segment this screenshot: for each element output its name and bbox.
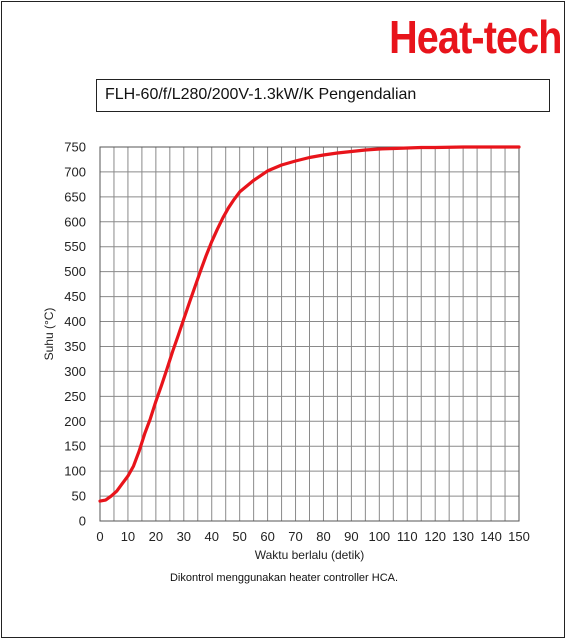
y-tick-label: 400 xyxy=(64,314,86,329)
y-tick-label: 50 xyxy=(72,489,86,504)
x-tick-label: 130 xyxy=(452,529,474,544)
x-tick-label: 150 xyxy=(508,529,530,544)
y-axis-ticks: 0 50 100 150 200 250 300 350 400 450 500 550 600 650 7… xyxy=(64,140,86,529)
x-tick-label: 120 xyxy=(424,529,446,544)
x-tick-label: 100 xyxy=(368,529,390,544)
series-layer xyxy=(98,145,521,503)
x-tick-label: 80 xyxy=(316,529,330,544)
y-tick-label: 650 xyxy=(64,189,86,204)
x-tick-label: 50 xyxy=(232,529,246,544)
y-tick-label: 450 xyxy=(64,289,86,304)
x-tick-label: 20 xyxy=(149,529,163,544)
y-tick-label: 750 xyxy=(64,140,86,155)
brand-logo: Heat-tech xyxy=(389,11,562,63)
x-tick-label: 110 xyxy=(397,529,418,544)
y-tick-label: 100 xyxy=(64,464,86,479)
x-tick-label: 0 xyxy=(96,529,103,544)
x-tick-label: 30 xyxy=(177,529,191,544)
x-tick-label: 60 xyxy=(260,529,274,544)
y-tick-label: 350 xyxy=(64,339,86,354)
y-tick-label: 200 xyxy=(64,414,86,429)
x-tick-label: 10 xyxy=(121,529,135,544)
temperature-series-line xyxy=(98,145,521,503)
x-axis-ticks: 0 10 20 30 40 50 60 70 80 90 100 110 120 130 140 150 xyxy=(96,529,529,544)
y-tick-label: 550 xyxy=(64,239,86,254)
y-tick-label: 150 xyxy=(64,439,86,454)
y-tick-label: 700 xyxy=(64,164,86,179)
x-tick-label: 90 xyxy=(344,529,358,544)
chart-footnote: Dikontrol menggunakan heater controller … xyxy=(169,572,399,584)
y-tick-label: 250 xyxy=(64,389,86,404)
y-tick-label: 0 xyxy=(79,514,86,529)
grid xyxy=(99,146,520,522)
x-tick-label: 40 xyxy=(204,529,218,544)
y-tick-label: 500 xyxy=(64,264,86,279)
x-tick-label: 140 xyxy=(480,529,502,544)
x-tick-label: 70 xyxy=(288,529,302,544)
y-tick-label: 600 xyxy=(64,214,86,229)
chart-title: FLH-60/f/L280/200V-1.3kW/K Pengendalian xyxy=(96,79,550,112)
y-tick-label: 300 xyxy=(64,364,86,379)
x-axis-label: Waktu berlalu (detik) xyxy=(255,548,365,562)
y-axis-label: Suhu (°C) xyxy=(42,308,56,361)
plot-border xyxy=(99,146,520,522)
